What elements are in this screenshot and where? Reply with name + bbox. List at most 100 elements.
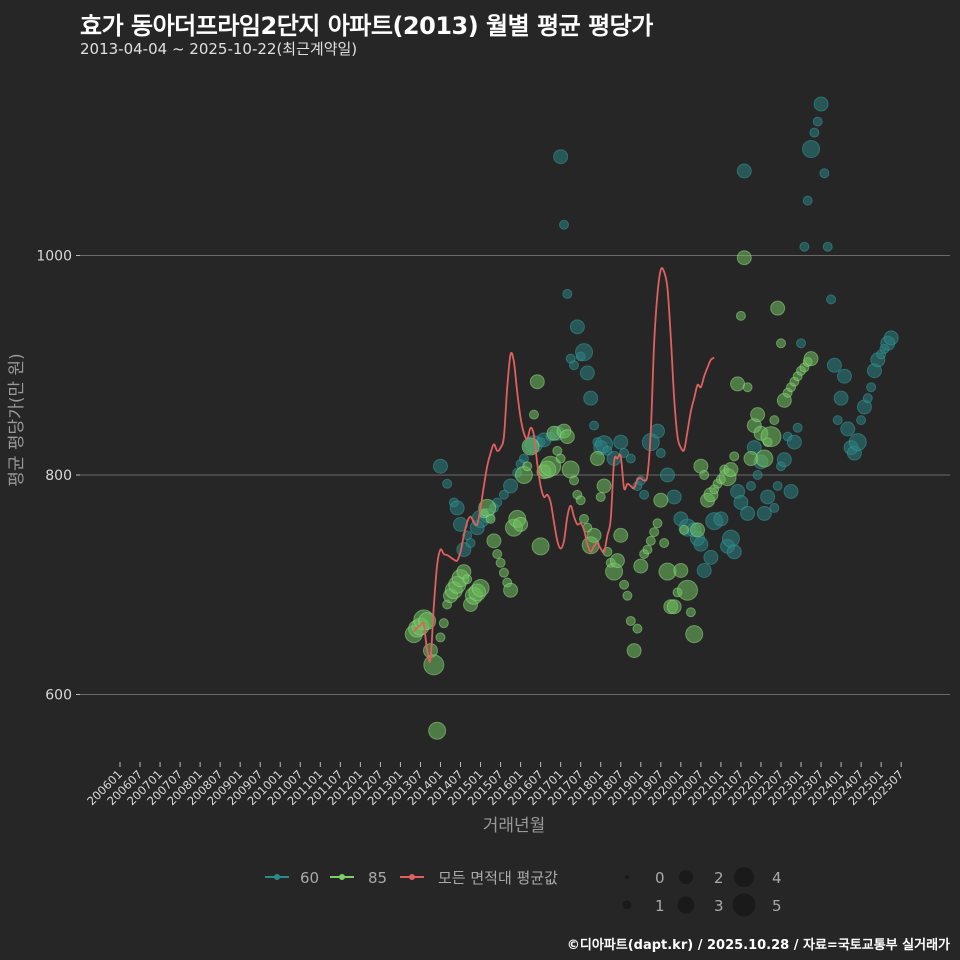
scatter-points	[404, 96, 899, 740]
legend-size-label: 1	[655, 897, 665, 915]
data-point	[633, 558, 649, 574]
y-tick-label: 800	[45, 468, 72, 484]
data-point	[735, 310, 746, 321]
data-point	[703, 549, 719, 565]
data-point	[770, 300, 786, 316]
data-point	[677, 579, 699, 601]
data-point	[453, 516, 469, 532]
legend-size-label: 5	[772, 897, 782, 915]
data-point	[696, 562, 712, 578]
data-point	[760, 426, 782, 448]
data-point	[826, 294, 837, 305]
data-point	[836, 368, 852, 384]
data-point	[729, 451, 740, 462]
data-point	[690, 522, 706, 538]
data-point	[528, 409, 539, 420]
data-point	[462, 574, 473, 585]
data-point	[558, 219, 569, 230]
data-point	[783, 483, 799, 499]
data-point	[569, 319, 585, 335]
data-point	[531, 537, 550, 556]
data-point	[428, 721, 447, 740]
data-point	[498, 489, 509, 500]
x-axis-title: 거래년월	[483, 816, 546, 836]
data-point	[579, 365, 595, 381]
data-point	[575, 495, 586, 506]
data-point	[772, 480, 783, 491]
data-point	[736, 163, 752, 179]
data-point	[513, 516, 529, 532]
data-point	[666, 599, 682, 615]
data-point	[693, 536, 709, 552]
data-point	[645, 535, 656, 546]
data-point	[595, 491, 606, 502]
chart-title: 효가 동아더프라임2단지 아파트(2013) 월별 평균 평당가	[80, 12, 653, 40]
y-axis-title: 평균 평당가(만 원)	[7, 353, 27, 487]
legend-size-dot	[732, 893, 756, 917]
data-point	[742, 382, 753, 393]
y-tick-label: 1000	[36, 249, 72, 265]
data-point	[659, 467, 675, 483]
data-point	[786, 434, 802, 450]
data-point	[792, 422, 803, 433]
data-point	[673, 562, 689, 578]
data-point	[652, 518, 663, 529]
data-point	[819, 168, 830, 179]
data-point	[442, 478, 453, 489]
data-point	[685, 607, 696, 618]
data-point	[540, 455, 562, 477]
data-point	[619, 448, 630, 459]
data-point	[492, 549, 503, 560]
data-point	[745, 480, 756, 491]
legend-dot	[339, 874, 345, 880]
data-point	[498, 567, 509, 578]
data-point	[465, 538, 476, 549]
legend-label: 60	[300, 869, 319, 887]
data-point	[639, 489, 650, 500]
data-point	[642, 544, 653, 555]
data-point	[769, 415, 780, 426]
data-point	[432, 458, 448, 474]
data-point	[733, 494, 749, 510]
data-point	[561, 460, 580, 479]
data-point	[826, 357, 842, 373]
data-point	[485, 513, 496, 524]
data-point	[750, 407, 766, 423]
data-point	[769, 502, 780, 513]
legend-size-label: 2	[714, 869, 724, 887]
data-point	[802, 195, 813, 206]
data-point	[822, 241, 833, 252]
y-tick-label: 600	[45, 688, 72, 704]
y-axis-labels: 600 800 1000	[36, 249, 80, 704]
data-point	[619, 579, 630, 590]
data-point	[723, 462, 739, 478]
data-point	[583, 390, 599, 406]
data-point	[699, 470, 710, 480]
legend: 60 85 모든 면적대 평균값 0 1 2 3 4 5	[265, 867, 782, 917]
data-point	[740, 505, 756, 521]
data-point	[589, 420, 600, 431]
data-point	[653, 492, 669, 508]
data-point	[866, 382, 877, 393]
chart-subtitle: 2013-04-04 ~ 2025-10-22(최근계약일)	[80, 40, 358, 58]
data-point	[776, 452, 792, 468]
data-point	[486, 533, 502, 549]
legend-size-dot	[679, 870, 693, 884]
data-point	[495, 557, 506, 568]
data-point	[809, 127, 820, 138]
legend-size-dot	[734, 867, 754, 887]
legend-dot	[274, 874, 280, 880]
data-point	[799, 241, 810, 252]
legend-label: 85	[368, 869, 387, 887]
data-point	[649, 423, 665, 439]
data-point	[775, 338, 786, 349]
data-point	[802, 140, 821, 159]
data-point	[559, 429, 575, 445]
data-point	[666, 489, 682, 505]
data-point	[713, 511, 729, 527]
data-point	[833, 390, 849, 406]
legend-size-label: 0	[655, 869, 665, 887]
data-point	[562, 288, 573, 299]
data-point	[503, 478, 519, 494]
